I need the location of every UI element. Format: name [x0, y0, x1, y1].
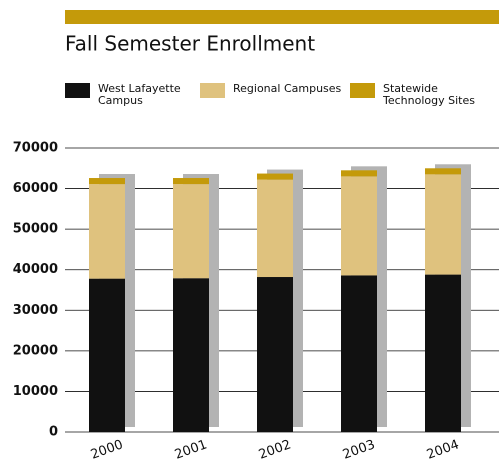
- bar-segment: [89, 178, 125, 185]
- x-tick-label: 2002: [257, 437, 293, 462]
- legend-label: West Lafayette Campus: [98, 83, 181, 107]
- bar-segment: [341, 275, 377, 432]
- y-tick-label: 10000: [13, 384, 58, 399]
- y-tick-label: 50000: [13, 222, 58, 237]
- bar-segment: [89, 278, 125, 432]
- bar-segment: [257, 179, 293, 278]
- x-tick-label: 2001: [173, 437, 209, 462]
- x-tick-label: 2003: [341, 437, 377, 462]
- bar-segment: [173, 178, 209, 185]
- legend-item: West Lafayette Campus: [98, 83, 181, 107]
- y-tick-label: 20000: [13, 343, 58, 358]
- legend-swatch: [350, 83, 375, 98]
- bar-segment: [173, 278, 209, 432]
- legend-item: Regional Campuses: [233, 83, 342, 95]
- bar-segment: [257, 173, 293, 180]
- x-tick-label: 2004: [425, 437, 461, 462]
- y-tick-label: 30000: [13, 303, 58, 318]
- legend-label: Regional Campuses: [233, 83, 342, 95]
- y-tick-label: 60000: [13, 181, 58, 196]
- y-tick-label: 0: [49, 425, 58, 440]
- legend-swatch: [200, 83, 225, 98]
- bar-segment: [257, 277, 293, 432]
- bar-segment: [173, 184, 209, 279]
- legend-label: Statewide Technology Sites: [383, 83, 475, 107]
- legend-swatch: [65, 83, 90, 98]
- bar-segment: [89, 184, 125, 279]
- bar-segment: [425, 274, 461, 432]
- legend-item: Statewide Technology Sites: [383, 83, 475, 107]
- bar-segment: [425, 168, 461, 175]
- chart-title: Fall Semester Enrollment: [65, 32, 315, 56]
- header-rule: [65, 10, 499, 24]
- bar-segment: [341, 176, 377, 276]
- x-tick-label: 2000: [89, 437, 125, 462]
- bar-segment: [425, 174, 461, 275]
- y-tick-label: 40000: [13, 262, 58, 277]
- bar-segment: [341, 170, 377, 177]
- y-tick-label: 70000: [13, 141, 58, 156]
